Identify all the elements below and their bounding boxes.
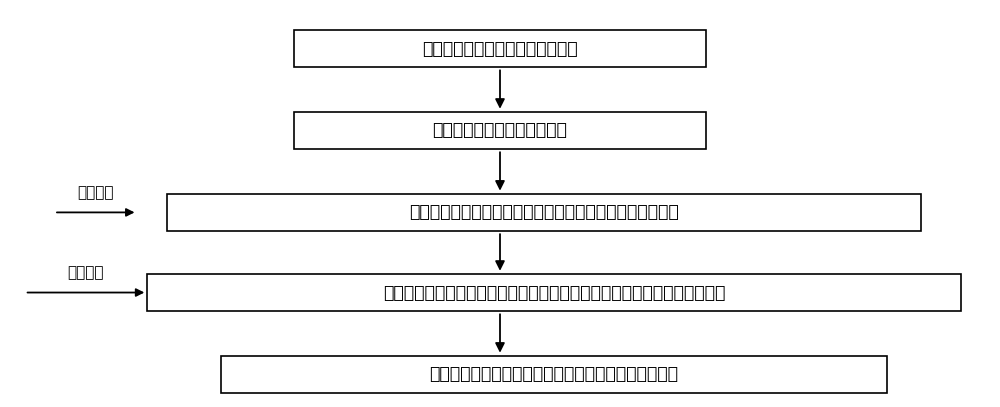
FancyBboxPatch shape bbox=[294, 30, 706, 67]
Text: 交叉进行低温回火和高温回火: 交叉进行低温回火和高温回火 bbox=[433, 122, 567, 140]
FancyBboxPatch shape bbox=[167, 194, 921, 231]
FancyBboxPatch shape bbox=[221, 356, 887, 393]
Text: 高温回火: 高温回火 bbox=[67, 265, 104, 280]
Text: 金属放入回火炉中，进行回火处理: 金属放入回火炉中，进行回火处理 bbox=[422, 39, 578, 57]
FancyBboxPatch shape bbox=[294, 112, 706, 149]
Text: 低温回火: 低温回火 bbox=[77, 185, 114, 200]
Text: 通入惰性气体使自附着补缝颗粒充满炉腔并附着在金属表面: 通入惰性气体使自附着补缝颗粒充满炉腔并附着在金属表面 bbox=[409, 204, 679, 221]
FancyBboxPatch shape bbox=[147, 274, 961, 311]
Text: 停止通入惰性气体，自附着补缝颗粒相互凝结并在金属表面形成一层补缝层: 停止通入惰性气体，自附着补缝颗粒相互凝结并在金属表面形成一层补缝层 bbox=[383, 284, 725, 302]
Text: 重复上述过程，冷却并进行打磨抛光得到低裂缝的金属: 重复上述过程，冷却并进行打磨抛光得到低裂缝的金属 bbox=[429, 365, 678, 383]
